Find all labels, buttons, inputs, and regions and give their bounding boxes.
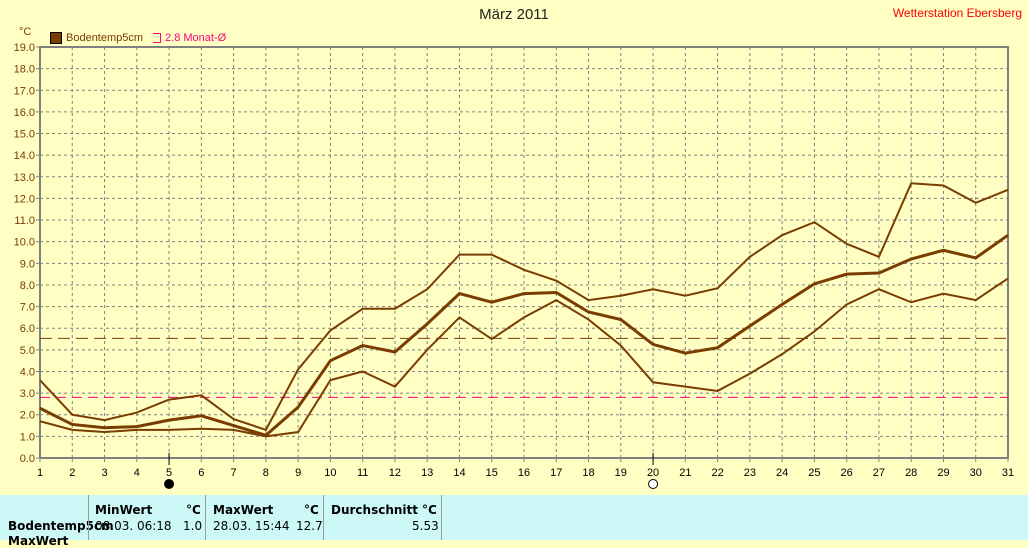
y-tick-label: 15.0 [14,129,35,141]
x-tick-label: 9 [295,467,301,479]
y-tick-label: 0.0 [20,453,35,465]
y-tick-label: 17.0 [14,85,35,97]
y-tick-label: 18.0 [14,64,35,76]
max-unit: °C [304,503,319,517]
x-tick-label: 4 [134,467,140,479]
x-tick-label: 10 [324,467,336,479]
x-tick-label: 29 [937,467,949,479]
y-tick-label: 19.0 [14,42,35,54]
station-name: Wetterstation Ebersberg [893,6,1022,20]
max-value: 12.7 [296,519,323,533]
new-moon-icon [165,480,174,489]
x-tick-label: 5 [166,467,172,479]
x-tick-label: 25 [808,467,820,479]
stats-row2-label: MaxWert [8,534,68,548]
y-tick-label: 10.0 [14,237,35,249]
avg-unit: °C [422,503,437,517]
min-value: 1.0 [183,519,202,533]
x-tick-label: 31 [1002,467,1014,479]
x-tick-label: 6 [198,467,204,479]
x-tick-label: 13 [421,467,433,479]
stats-panel: Bodentemp5cm MaxWert MinWert °C 08.03. 0… [0,495,1028,540]
x-tick-label: 24 [776,467,788,479]
x-tick-label: 20 [647,467,659,479]
series-line-min [40,278,1008,436]
x-tick-label: 26 [841,467,853,479]
y-tick-label: 7.0 [20,302,35,314]
x-tick-label: 28 [905,467,917,479]
y-tick-label: 11.0 [14,215,35,227]
x-tick-label: 23 [744,467,756,479]
min-time: 08.03. 06:18 [95,519,172,533]
max-time: 28.03. 15:44 [213,519,290,533]
y-tick-label: 4.0 [20,366,35,378]
y-unit-label: °C [19,26,31,38]
avg-value: 5.53 [412,519,439,533]
y-tick-label: 13.0 [14,172,35,184]
y-tick-label: 8.0 [20,280,35,292]
chart: 0.01.02.03.04.05.06.07.08.09.010.011.012… [0,0,1028,495]
legend-series-label: Bodentemp5cm [66,32,143,44]
x-tick-label: 3 [101,467,107,479]
x-tick-label: 14 [453,467,465,479]
legend-swatch-series [50,32,62,44]
x-tick-label: 27 [873,467,885,479]
avg-header: Durchschnitt [331,503,418,517]
y-tick-label: 3.0 [20,388,35,400]
x-tick-label: 16 [518,467,530,479]
legend-reference-label: 2.8 Monat-Ø [165,32,226,44]
min-header: MinWert [95,503,152,517]
y-tick-label: 5.0 [20,345,35,357]
x-tick-label: 8 [263,467,269,479]
y-tick-label: 16.0 [14,107,35,119]
legend-swatch-reference [153,33,161,43]
x-tick-label: 21 [679,467,691,479]
x-tick-label: 11 [357,467,368,479]
legend: Bodentemp5cm 2.8 Monat-Ø [50,32,226,44]
x-tick-label: 18 [582,467,594,479]
x-tick-label: 1 [37,467,43,479]
y-tick-label: 1.0 [20,431,35,443]
y-tick-label: 2.0 [20,410,35,422]
x-tick-label: 22 [711,467,723,479]
min-unit: °C [186,503,201,517]
x-tick-label: 17 [550,467,562,479]
y-tick-label: 6.0 [20,323,35,335]
x-tick-label: 30 [970,467,982,479]
x-tick-label: 19 [615,467,627,479]
y-tick-label: 12.0 [14,193,35,205]
max-header: MaxWert [213,503,273,517]
chart-title: März 2011 [0,6,1028,23]
full-moon-icon [649,480,658,489]
x-tick-label: 7 [231,467,237,479]
x-tick-label: 2 [69,467,75,479]
y-tick-label: 9.0 [20,258,35,270]
y-tick-label: 14.0 [14,150,35,162]
x-tick-label: 15 [486,467,498,479]
x-tick-label: 12 [389,467,401,479]
